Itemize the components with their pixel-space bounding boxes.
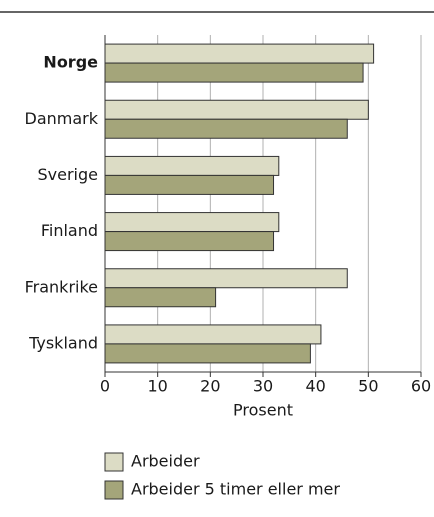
legend-label: Arbeider [131,452,200,471]
x-tick-label: 60 [411,377,431,396]
y-tick-label: Norge [43,53,98,72]
x-tick-label: 50 [358,377,378,396]
bar [104,268,348,289]
bar [104,118,348,139]
x-tick-label: 10 [147,377,167,396]
bar [104,287,217,308]
bar [104,212,280,233]
bar [104,62,364,83]
x-tick-label: 40 [305,377,325,396]
bar [104,43,375,64]
legend-label: Arbeider 5 timer eller mer [131,480,340,499]
x-tick-label: 0 [100,377,110,396]
legend-swatch [104,480,124,500]
x-tick-label: 20 [200,377,220,396]
x-tick-label: 30 [253,377,273,396]
bar [104,174,275,195]
y-tick-label: Danmark [25,109,99,128]
legend-swatch [104,452,124,472]
y-tick-label: Frankrike [25,277,98,296]
bar [104,343,311,364]
y-tick-label: Sverige [38,165,99,184]
y-tick-label: Finland [41,221,98,240]
y-tick-label: Tyskland [28,333,98,352]
bar [104,231,275,252]
x-axis-label: Prosent [233,401,293,420]
bar [104,99,369,120]
bar [104,155,280,176]
bar [104,324,322,345]
